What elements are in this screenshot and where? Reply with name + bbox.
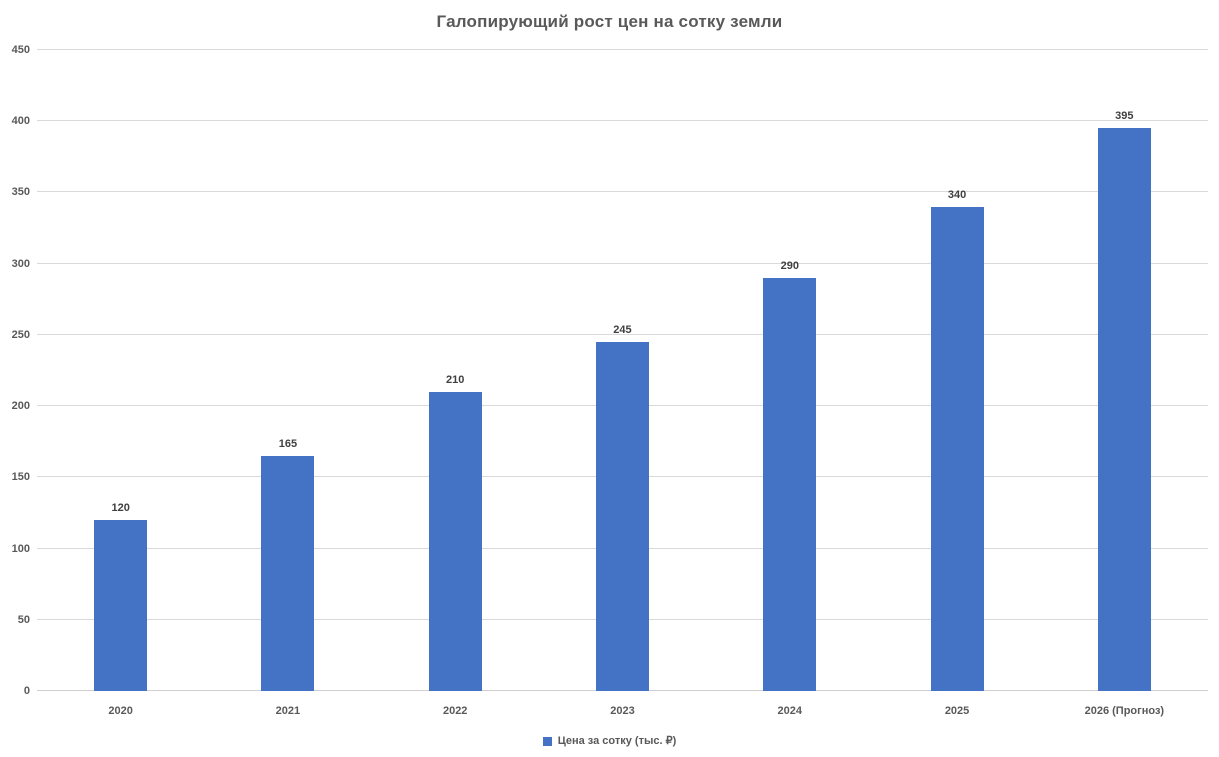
y-tick-label: 400 [11, 115, 30, 128]
bar[interactable] [930, 206, 984, 691]
gridline [37, 120, 1208, 122]
legend-series-label: Цена за сотку (тыс. ₽) [557, 735, 677, 747]
y-tick-label: 0 [23, 685, 30, 697]
gridline [37, 191, 1208, 193]
y-tick-label: 50 [17, 613, 30, 626]
bar-value-label: 290 [780, 259, 799, 272]
bar-slot: 120 [37, 50, 204, 691]
bar[interactable] [763, 277, 817, 691]
legend-item[interactable]: Цена за сотку (тыс. ₽) [542, 734, 677, 748]
x-tick-label: 2026 (Прогноз) [1084, 705, 1165, 717]
y-tick-label: 100 [11, 542, 30, 555]
y-tick-label: 250 [11, 328, 30, 341]
bar[interactable] [261, 455, 315, 691]
bar-value-label: 120 [111, 502, 130, 515]
bar-slot: 210 [372, 50, 539, 691]
chart-title: Галопирующий рост цен на сотку земли [436, 12, 783, 31]
bar[interactable] [94, 520, 148, 691]
plot-area: 120 165 210 245 290 340 395 [37, 49, 1208, 691]
y-tick-label: 300 [11, 257, 30, 270]
bar-value-label: 165 [278, 437, 298, 450]
y-tick-label: 200 [11, 400, 30, 413]
bar[interactable] [1097, 128, 1151, 691]
y-axis: 0 50 100 150 200 250 300 350 400 450 [0, 44, 30, 697]
gridline [37, 49, 1208, 50]
bar-slot: 340 [873, 50, 1040, 691]
bar-slot: 395 [1041, 50, 1208, 691]
x-axis: 2020 2021 2022 2023 2024 2025 2026 (Прогноз) [37, 703, 1208, 719]
bar[interactable] [595, 342, 649, 691]
y-tick-label: 150 [11, 471, 30, 484]
bar-value-label: 340 [947, 188, 967, 201]
x-tick-label: 2021 [275, 705, 301, 717]
legend: Цена за сотку (тыс. ₽) [0, 733, 1219, 749]
bar-value-label: 245 [613, 324, 632, 337]
x-tick-label: 2025 [944, 705, 970, 717]
x-tick-label: 2023 [610, 705, 635, 717]
bar-value-label: 210 [446, 373, 465, 386]
gridline [37, 333, 1208, 335]
legend-series-marker-icon [542, 736, 552, 746]
x-tick-label: 2024 [777, 705, 803, 717]
bar-slot: 165 [204, 50, 371, 691]
y-tick-label: 450 [11, 44, 30, 56]
bar-slot: 245 [539, 50, 706, 691]
y-tick-label: 350 [11, 186, 30, 199]
bar-value-label: 395 [1115, 110, 1134, 123]
bar-slot: 290 [706, 50, 873, 691]
gridline [37, 262, 1208, 264]
bar[interactable] [428, 391, 482, 691]
x-tick-label: 2022 [442, 705, 468, 717]
x-tick-label: 2020 [108, 705, 133, 717]
